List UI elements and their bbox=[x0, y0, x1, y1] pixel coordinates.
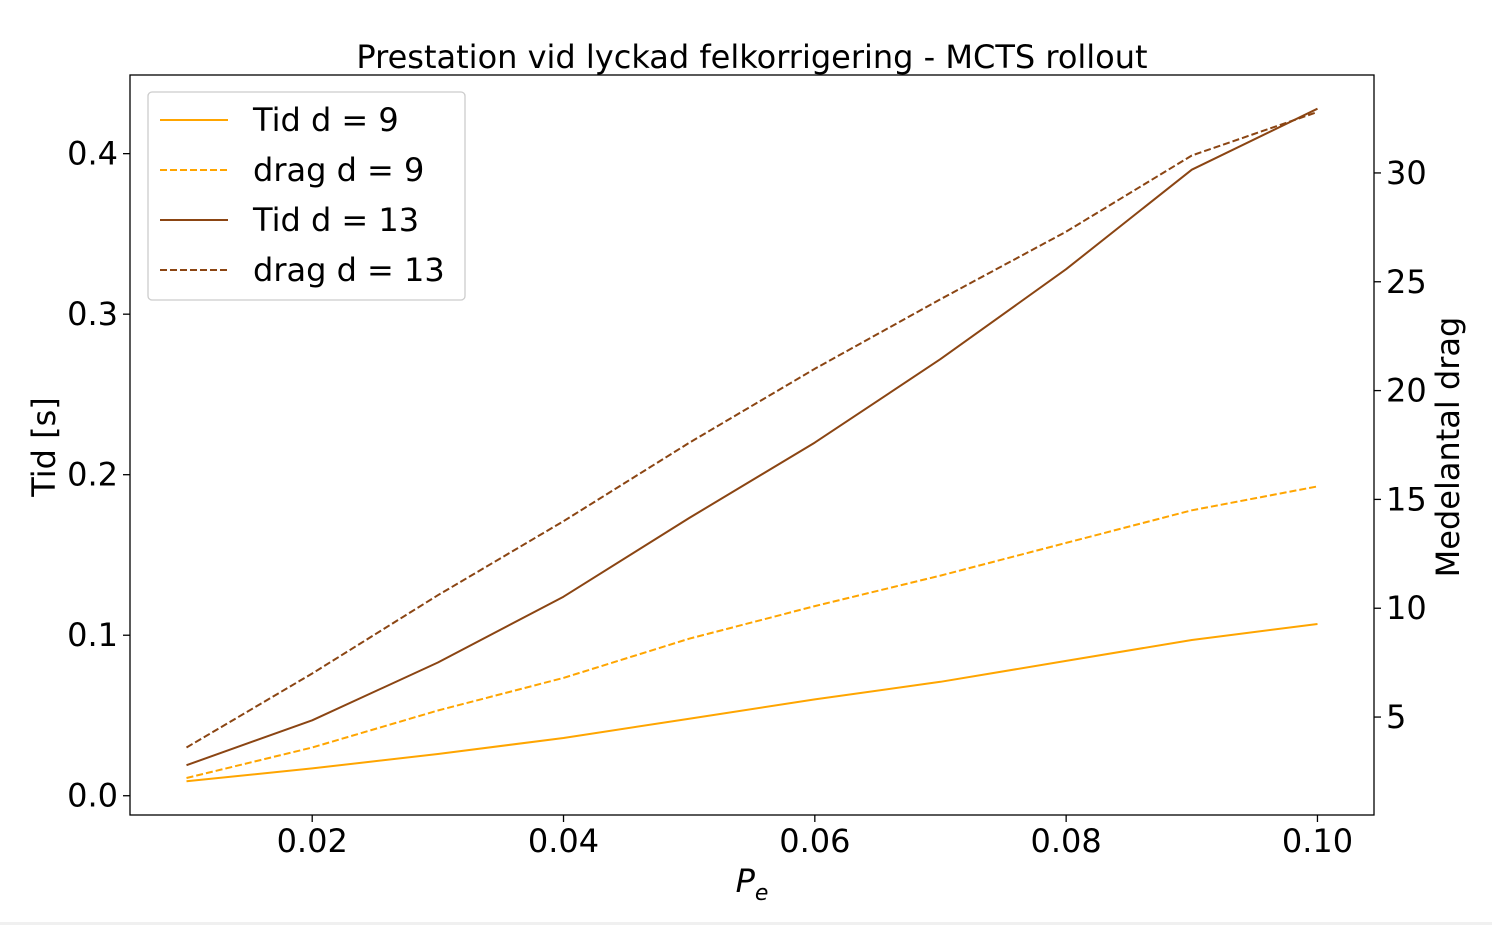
x-tick-label: 0.02 bbox=[277, 822, 348, 860]
x-axis: 0.02 0.04 0.06 0.08 0.10 bbox=[277, 815, 1353, 860]
y-axis-left: 0.0 0.1 0.2 0.3 0.4 bbox=[67, 135, 130, 815]
y-right-tick-label: 20 bbox=[1386, 372, 1427, 410]
y-axis-right: 5 10 15 20 25 30 bbox=[1374, 154, 1427, 736]
x-tick-label: 0.06 bbox=[779, 822, 850, 860]
y-left-tick-label: 0.2 bbox=[67, 456, 118, 494]
legend-frame bbox=[147, 91, 466, 301]
x-tick-label: 0.10 bbox=[1282, 822, 1353, 860]
y-axis-left-label: Tid [s] bbox=[25, 397, 63, 498]
y-right-tick-label: 10 bbox=[1386, 589, 1427, 627]
series-line-tid-d-13 bbox=[186, 107, 1318, 767]
y-left-tick-label: 0.4 bbox=[67, 135, 118, 173]
x-axis-label: Pe bbox=[736, 862, 769, 906]
series-line-drag-d-9 bbox=[186, 485, 1318, 779]
series-line-tid-d-9 bbox=[186, 623, 1318, 783]
y-left-tick-label: 0.1 bbox=[67, 616, 118, 654]
y-axis-right-label: Medelantal drag bbox=[1429, 317, 1467, 578]
x-tick-label: 0.08 bbox=[1031, 822, 1102, 860]
plot-frame bbox=[129, 74, 1375, 816]
y-right-tick-label: 30 bbox=[1386, 154, 1427, 192]
series-lines bbox=[185, 107, 1318, 783]
legend-label: drag d = 13 bbox=[253, 251, 445, 289]
x-axis-label-subscript: e bbox=[755, 881, 769, 906]
chart-title: Prestation vid lyckad felkorrigering - M… bbox=[356, 38, 1147, 76]
y-right-tick-label: 25 bbox=[1386, 263, 1427, 301]
x-axis-label-main: P bbox=[736, 862, 756, 900]
y-right-tick-label: 5 bbox=[1386, 698, 1406, 736]
y-right-tick-label: 15 bbox=[1386, 480, 1427, 518]
x-tick-label: 0.04 bbox=[528, 822, 599, 860]
legend: Tid d = 9 drag d = 9 Tid d = 13 drag d = 13 bbox=[147, 91, 466, 301]
y-left-tick-label: 0.3 bbox=[67, 295, 118, 333]
bottom-strip bbox=[0, 922, 1492, 925]
legend-label: Tid d = 9 bbox=[252, 101, 399, 139]
legend-label: Tid d = 13 bbox=[252, 201, 419, 239]
series-line-drag-d-13 bbox=[185, 111, 1318, 749]
y-left-tick-label: 0.0 bbox=[67, 777, 118, 815]
legend-label: drag d = 9 bbox=[253, 151, 424, 189]
